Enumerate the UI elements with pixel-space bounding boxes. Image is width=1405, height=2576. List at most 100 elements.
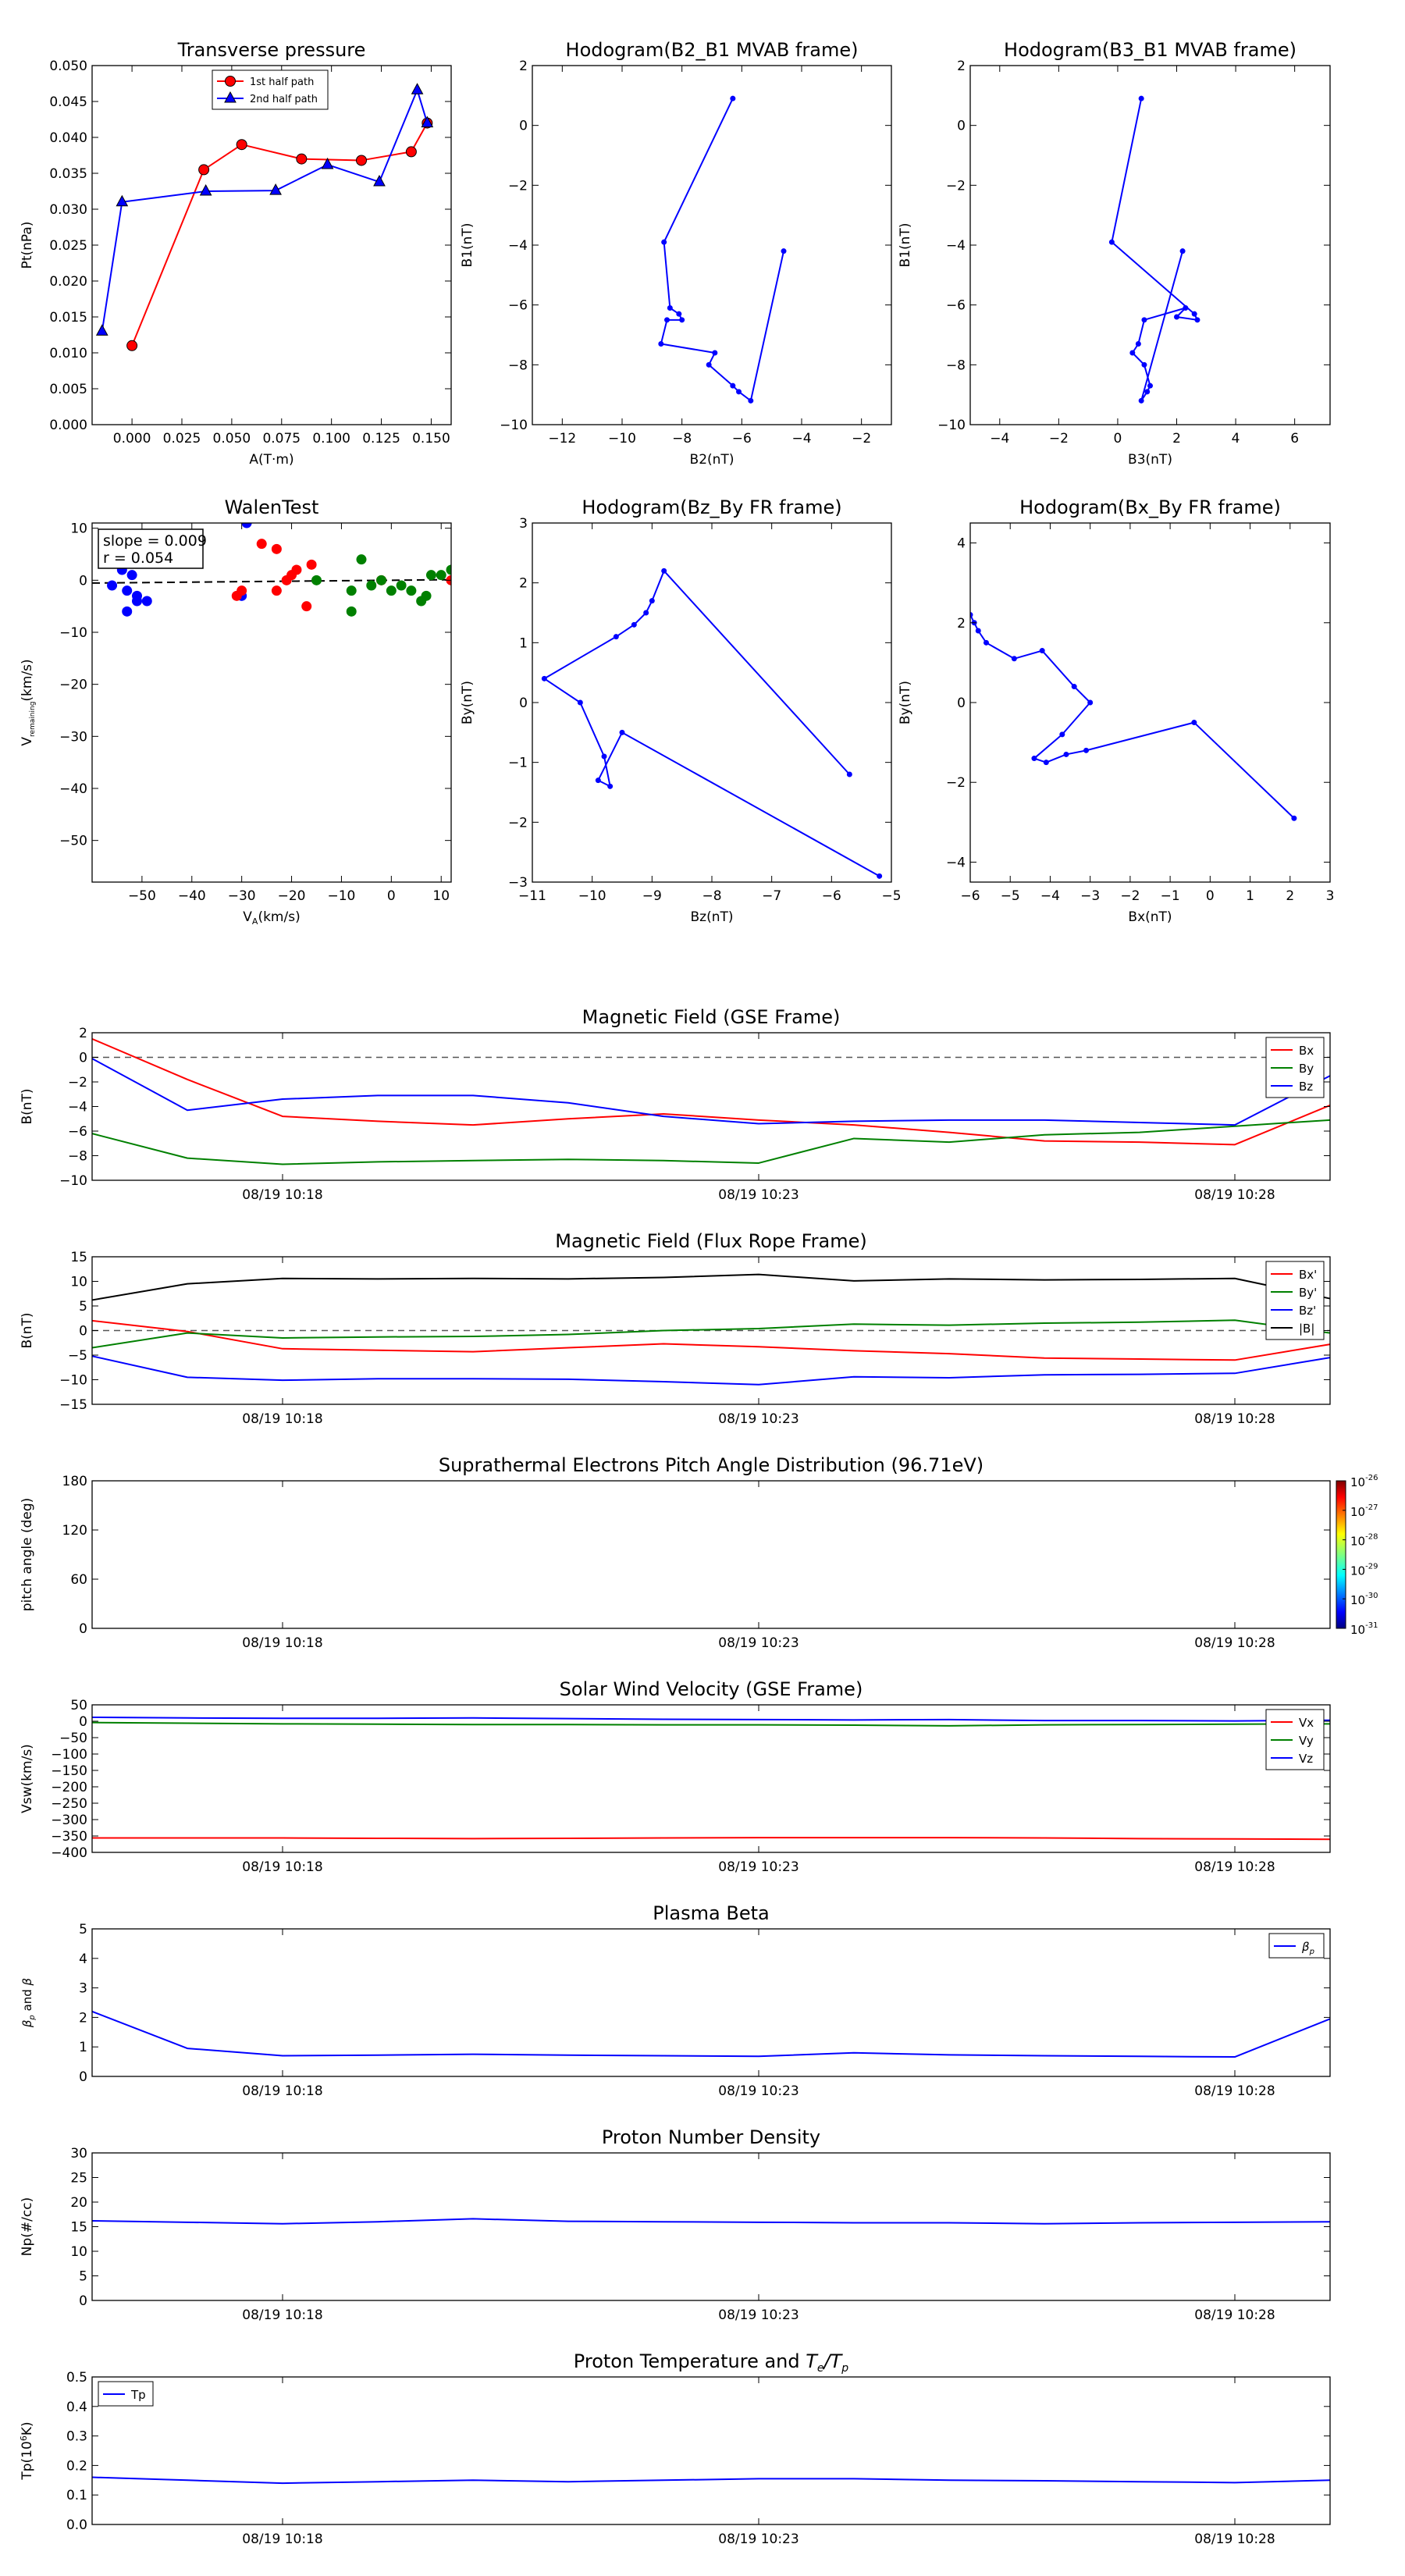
y-axis-label-sub: remaining	[29, 702, 37, 737]
y-tick-label: −6	[508, 298, 528, 314]
x-tick-label: 10	[432, 888, 450, 904]
y-tick-label: −50	[59, 1731, 87, 1746]
y-tick-label: −300	[51, 1813, 87, 1828]
data-point	[366, 580, 377, 591]
data-point	[676, 311, 682, 317]
y-tick-label: 0.2	[66, 2458, 87, 2474]
data-point	[446, 564, 451, 575]
series-line	[91, 1721, 1331, 1727]
data-point	[877, 873, 883, 879]
data-point	[712, 350, 718, 356]
x-tick-label: −5	[881, 888, 901, 904]
chart-walen: WalenTest −50 −40 −30 −20 −10 0 10 −50 −40 −30 −20 −…	[20, 496, 452, 927]
legend-label: Bz'	[1299, 1304, 1316, 1318]
plot-area	[541, 568, 883, 879]
y-tick-label: 180	[62, 1474, 87, 1489]
fit-line	[92, 578, 451, 584]
x-tick-label: −2	[1049, 431, 1069, 447]
series-line	[970, 614, 1295, 819]
y-tick-label: 0.035	[49, 166, 87, 182]
legend-label: Tp	[130, 2388, 146, 2402]
legend-label: 1st half path	[250, 76, 314, 88]
y-tick-label: −10	[59, 1373, 87, 1389]
plot-frame	[91, 522, 452, 883]
colorbar-exponent: -28	[1365, 1533, 1378, 1542]
x-tick-label: −8	[672, 431, 692, 447]
y-tick-label: 5	[79, 2269, 87, 2285]
data-point	[1129, 350, 1136, 356]
x-tick-label: −10	[578, 888, 606, 904]
colorbar-exponent: -26	[1365, 1474, 1378, 1482]
y-tick-label: 50	[70, 1698, 87, 1713]
data-point	[107, 580, 118, 591]
y-tick-label: −20	[59, 678, 87, 693]
x-tick-label: −8	[702, 888, 721, 904]
chart-title: Magnetic Field (Flux Rope Frame)	[555, 1230, 866, 1252]
colorbar-exponent: -29	[1365, 1562, 1378, 1571]
chart-title: Hodogram(Bx_By FR frame)	[1019, 496, 1281, 518]
x-tick-label: 6	[1290, 431, 1299, 447]
data-point	[373, 174, 386, 187]
y-tick-label: 25	[70, 2171, 87, 2186]
series-line	[92, 1837, 1331, 1841]
data-point	[396, 580, 407, 591]
x-tick-label: −2	[852, 431, 871, 447]
y-tick-label: 4	[79, 1952, 87, 1967]
data-point	[1191, 720, 1197, 726]
series-line	[101, 89, 429, 332]
plot-frame	[532, 65, 892, 425]
legend-marker	[224, 91, 237, 103]
chart-bfr: Magnetic Field (Flux Rope Frame) 08/19 10…	[20, 1230, 1331, 1427]
x-tick-label: 0.125	[362, 431, 400, 447]
y-tick-label: −4	[946, 238, 966, 254]
y-tick-label: −400	[51, 1845, 87, 1861]
x-axis-label: Bz(nT)	[690, 909, 733, 925]
series-line	[131, 123, 429, 347]
x-tick-label: 0.150	[412, 431, 450, 447]
y-axis-label-sub: p	[28, 2015, 37, 2020]
legend-label: Vx	[1299, 1716, 1314, 1730]
data-point	[346, 585, 357, 596]
x-tick-label: 08/19 10:28	[1194, 2532, 1275, 2547]
y-tick-label: −10	[59, 1173, 87, 1189]
data-point	[198, 164, 210, 176]
y-tick-label: 5	[79, 1922, 87, 1937]
y-axis-label: Np(#/cc)	[20, 2197, 35, 2256]
data-point	[781, 248, 787, 254]
x-tick-label: −20	[278, 888, 306, 904]
y-tick-label: 60	[70, 1572, 87, 1588]
y-tick-label: 5	[79, 1299, 87, 1315]
x-tick-label: −6	[960, 888, 980, 904]
y-tick-label: 1	[519, 635, 528, 651]
y-tick-label: 0.1	[66, 2488, 87, 2503]
plot-frame	[91, 1480, 1331, 1629]
data-point	[730, 382, 736, 389]
data-point	[736, 389, 742, 395]
data-point	[1179, 248, 1186, 254]
y-tick-label: 15	[70, 2220, 87, 2236]
series-line	[543, 570, 880, 877]
chart-beta: Plasma Beta 08/19 10:18 08/19 10:23 08/19 1…	[20, 1902, 1331, 2099]
y-axis-label: Vremaining(km/s)	[20, 659, 37, 745]
x-tick-label: −6	[822, 888, 841, 904]
y-axis-label: By(nT)	[460, 681, 475, 724]
legend-label: Bx'	[1299, 1268, 1317, 1282]
y-tick-label: −6	[946, 298, 966, 314]
chart-h3: Hodogram(Bz_By FR frame)−11 −10 −9 −8 −7 −6 −5…	[460, 496, 902, 925]
y-tick-label: −200	[51, 1780, 87, 1795]
y-tick-label: 15	[70, 1250, 87, 1265]
data-point	[406, 585, 417, 596]
y-tick-label: −250	[51, 1796, 87, 1812]
data-point	[269, 183, 282, 195]
legend-label: Vy	[1299, 1734, 1314, 1748]
data-point	[1071, 684, 1077, 690]
x-tick-label: 2	[1172, 431, 1181, 447]
annotation-box	[98, 528, 204, 569]
chart-title: Proton Temperature and Te/Tp	[574, 2350, 849, 2375]
y-tick-label: 1	[79, 2040, 87, 2055]
legend-label: Vz	[1299, 1752, 1313, 1766]
annotation-text: slope = 0.009	[103, 532, 207, 550]
y-axis-label: Tp(106K)	[19, 2421, 35, 2480]
y-axis-label: B1(nT)	[460, 223, 475, 268]
plot-frame	[91, 2152, 1331, 2301]
